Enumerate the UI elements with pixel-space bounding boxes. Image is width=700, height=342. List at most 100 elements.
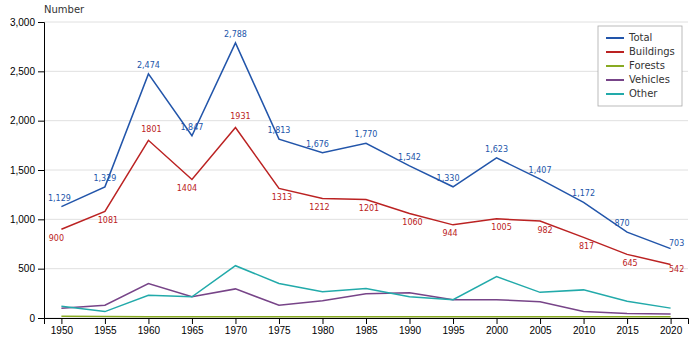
series-line (61, 43, 670, 249)
y-tick-mark (38, 71, 44, 72)
y-tick: 1,000 (10, 214, 44, 225)
legend-swatch (606, 65, 624, 67)
data-label: 1060 (402, 218, 422, 227)
legend-swatch (606, 51, 624, 53)
x-tick-mark (540, 318, 541, 324)
legend-swatch (606, 79, 624, 81)
legend-label: Vehicles (629, 74, 670, 85)
x-tick-mark (627, 318, 628, 324)
grid-line (44, 120, 688, 121)
data-label: 1931 (230, 112, 250, 121)
x-tick: 2020 (660, 318, 683, 336)
x-tick-label: 2015 (616, 325, 639, 336)
grid-line (44, 268, 688, 269)
x-tick-mark (453, 318, 454, 324)
data-label: 1,172 (572, 189, 595, 198)
data-label: 1,542 (398, 153, 421, 162)
data-label: 703 (669, 239, 684, 248)
x-tick-mark (410, 318, 411, 324)
x-tick-label: 1970 (225, 325, 248, 336)
x-tick-mark (584, 318, 585, 324)
data-label: 1212 (309, 203, 329, 212)
data-label: 1,813 (268, 126, 291, 135)
x-tick-mark (322, 318, 323, 324)
legend-swatch (606, 37, 624, 39)
x-tick-label: 1965 (181, 325, 204, 336)
x-tick-mark (105, 318, 106, 324)
x-tick-mark (148, 318, 149, 324)
data-label: 944 (442, 229, 457, 238)
x-axis-line (45, 319, 689, 325)
x-tick: 2000 (486, 318, 509, 336)
x-tick-label: 1960 (138, 325, 161, 336)
y-tick: 2,500 (10, 66, 44, 77)
legend-label: Buildings (629, 46, 675, 57)
data-label: 982 (537, 226, 552, 235)
chart: 1950 1955 1960 1965 1970 1975 1980 1985 1990 1995… (0, 0, 700, 342)
x-tick-mark (279, 318, 280, 324)
x-tick-label: 1995 (442, 325, 465, 336)
x-tick-label: 1975 (268, 325, 291, 336)
y-tick-mark (38, 318, 44, 319)
y-tick-label: 500 (18, 263, 35, 274)
y-tick: 0 (29, 313, 44, 324)
data-label: 870 (614, 219, 629, 228)
x-tick: 1975 (268, 318, 291, 336)
y-tick-label: 3,000 (10, 17, 35, 28)
data-label: 1313 (272, 193, 292, 202)
x-tick-label: 2005 (529, 325, 552, 336)
x-tick-mark (366, 318, 367, 324)
y-tick-mark (38, 170, 44, 171)
plot: 1950 1955 1960 1965 1970 1975 1980 1985 1990 1995… (10, 4, 689, 336)
x-tick: 1950 (51, 318, 74, 336)
legend-swatch (606, 93, 624, 95)
data-label: 1005 (491, 223, 511, 232)
data-label: 1,847 (180, 123, 203, 132)
grid-line (44, 22, 688, 23)
x-tick: 1995 (442, 318, 465, 336)
y-tick: 3,000 (10, 17, 44, 28)
data-label: 1,623 (485, 145, 508, 154)
x-tick-mark (497, 318, 498, 324)
x-tick: 1955 (94, 318, 117, 336)
legend-label: Forests (629, 60, 665, 71)
data-label: 1,407 (529, 166, 552, 175)
series-line (61, 266, 670, 312)
data-label: 1,330 (437, 174, 460, 183)
grid-line (44, 170, 688, 171)
data-label: 1,676 (306, 140, 329, 149)
y-axis-line (38, 23, 45, 319)
series-line (61, 315, 670, 317)
x-axis: 1950 1955 1960 1965 1970 1975 1980 1985 1990 1995… (45, 318, 689, 336)
y-tick-label: 0 (29, 313, 35, 324)
x-tick-label: 1955 (94, 325, 117, 336)
y-tick-label: 1,000 (10, 214, 35, 225)
y-tick-mark (38, 219, 44, 220)
x-tick-label: 1990 (399, 325, 422, 336)
data-label: 817 (579, 242, 594, 251)
data-label: 645 (622, 259, 637, 268)
x-tick-label: 2020 (660, 325, 683, 336)
y-tick-label: 2,500 (10, 66, 35, 77)
x-tick: 2010 (573, 318, 596, 336)
data-label: 1081 (98, 216, 118, 225)
x-tick: 1985 (355, 318, 378, 336)
x-tick-label: 1980 (312, 325, 335, 336)
y-axis-title: Number (44, 4, 85, 15)
grid (44, 22, 688, 318)
data-label: 1,329 (93, 174, 116, 183)
y-tick: 500 (18, 263, 44, 274)
x-tick: 2005 (529, 318, 552, 336)
data-label: 2,474 (137, 61, 160, 70)
series-line (61, 127, 670, 264)
legend: TotalBuildingsForestsVehiclesOther (598, 26, 682, 106)
x-tick-label: 1985 (355, 325, 378, 336)
data-label: 1801 (141, 125, 161, 134)
x-tick: 1970 (225, 318, 248, 336)
data-label: 1,129 (48, 194, 71, 203)
y-axis: 05001,0001,5002,0002,5003,000 (10, 17, 45, 324)
y-tick-mark (38, 269, 44, 270)
data-label: 2,788 (224, 30, 247, 39)
x-tick: 1990 (399, 318, 422, 336)
x-tick-label: 2000 (486, 325, 509, 336)
